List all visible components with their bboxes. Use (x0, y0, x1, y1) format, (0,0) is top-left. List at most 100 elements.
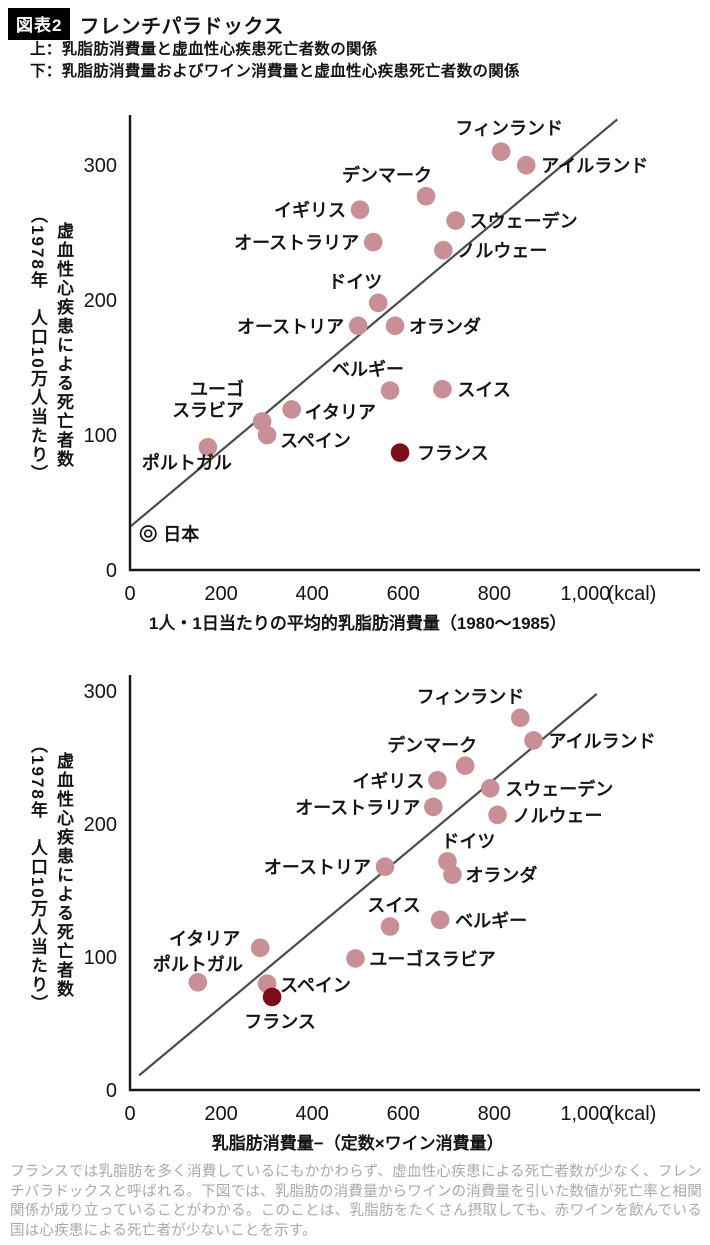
country-label: アイルランド (541, 156, 648, 176)
country-label: ポルトガル (142, 452, 232, 473)
country-label: ノルウェー (457, 241, 547, 261)
subtitle-bottom-chart: 下：乳脂肪消費量およびワイン消費量と虚血性心疾患死亡者数の関係 (30, 63, 520, 80)
data-point (491, 142, 511, 162)
y-axis-title-main: 虚血性心疾患による死亡者数 (54, 221, 73, 469)
country-label: ドイツ (328, 272, 382, 292)
figure-header: 図表2 フレンチパラドックス (8, 8, 284, 40)
data-point (380, 381, 400, 400)
data-point (250, 938, 270, 958)
y-tick-label: 300 (84, 155, 117, 177)
x-tick-label: 600 (387, 583, 420, 605)
country-label: イギリス (352, 771, 424, 791)
y-axis-title-bottom: 虚血性心疾患による死亡者数 （1978年 人口10万人当たり） (24, 705, 76, 1045)
country-label: スウェーデン (505, 778, 613, 799)
trend-line (129, 118, 619, 528)
y-axis-title-main: 虚血性心疾患による死亡者数 (54, 751, 73, 999)
data-point (262, 987, 282, 1007)
trend-line (138, 693, 598, 1077)
country-label: オーストラリア (295, 798, 420, 818)
x-axis-title: 1人・1日当たりの平均的乳脂肪消費量（1980〜1985） (149, 613, 567, 633)
data-point (430, 910, 450, 930)
data-point (282, 400, 301, 419)
y-tick-label: 0 (106, 560, 117, 582)
x-tick-label: 600 (387, 1103, 420, 1125)
country-label: スペイン (280, 431, 351, 451)
ring-marker-inner (143, 529, 153, 538)
y-axis-title-sub: （1978年 人口10万人当たり） (28, 206, 47, 484)
country-label: スペイン (280, 976, 351, 996)
scatter-chart-milkfat: 0 100 200 300 0 200 400 600 800 1,000(kcal) 1人・1日当… (84, 115, 700, 633)
country-label: ポルトガル (153, 953, 243, 974)
country-label: オランダ (409, 316, 481, 337)
country-label: イギリス (274, 201, 346, 221)
x-axis-title: 乳脂肪消費量−（定数×ワイン消費量） (212, 1133, 504, 1153)
country-label: フィンランド (417, 687, 525, 707)
country-label: イタリア (305, 402, 376, 422)
x-tick-label: 800 (478, 1103, 511, 1125)
country-label: オーストリア (237, 317, 344, 337)
data-point (346, 949, 365, 968)
data-point (433, 379, 452, 399)
data-point (443, 865, 462, 884)
country-label: アイルランド (549, 731, 656, 751)
x-tick-label: 0 (124, 1103, 135, 1125)
y-tick-label: 200 (84, 814, 117, 836)
figure-caption: フランスでは乳脂肪を多く消費しているにもかかわらず、虚血性心疾患による死亡者数が… (10, 1164, 702, 1239)
country-label: イタリア (169, 929, 240, 949)
x-tick-label: 0 (124, 583, 135, 605)
subtitle-top-chart: 上：乳脂肪消費量と虚血性心疾患死亡者数の関係 (30, 41, 378, 58)
data-point (488, 805, 507, 825)
data-point (416, 186, 436, 206)
country-label: ユーゴスラビア (369, 948, 495, 969)
x-unit-label: (kcal) (607, 583, 656, 605)
data-point (188, 973, 208, 992)
country-label: スイス (367, 896, 420, 916)
y-axis-title-top: 虚血性心疾患による死亡者数 （1978年 人口10万人当たり） (24, 175, 76, 515)
country-label: フランス (417, 444, 489, 464)
x-tick-label: 200 (204, 583, 237, 605)
country-label: ベルギー (332, 360, 404, 380)
country-label: ドイツ (441, 831, 495, 851)
figure-subtitles: 上：乳脂肪消費量と虚血性心疾患死亡者数の関係 下：乳脂肪消費量およびワイン消費量… (30, 39, 520, 83)
data-point (385, 316, 405, 336)
data-point (480, 778, 500, 798)
country-label: ベルギー (455, 911, 527, 931)
y-axis-title-sub: （1978年 人口10万人当たり） (28, 736, 47, 1014)
y-tick-label: 200 (84, 290, 117, 312)
x-tick-label: 1,000 (560, 1103, 610, 1125)
country-label: デンマーク (342, 164, 432, 185)
data-point (434, 240, 453, 260)
country-label: スラビア (172, 401, 244, 421)
data-point (363, 232, 383, 252)
scatter-chart-milkfat-minus-wine: 0 100 200 300 0 200 400 600 800 1,000(kcal) 乳脂肪消費量… (84, 675, 700, 1153)
x-tick-label: 1,000 (560, 583, 610, 605)
country-label: オランダ (465, 865, 537, 886)
country-label: スウェーデン (470, 211, 578, 232)
y-tick-label: 300 (84, 681, 117, 703)
data-point (375, 857, 395, 876)
data-point (524, 731, 543, 750)
data-point (198, 437, 218, 457)
data-point (510, 708, 530, 728)
y-tick-label: 100 (84, 947, 117, 969)
data-point (368, 293, 388, 313)
y-tick-label: 100 (84, 425, 117, 447)
data-point (257, 425, 277, 445)
figure-title: フレンチパラドックス (79, 15, 284, 38)
x-tick-label: 200 (204, 1103, 237, 1125)
x-tick-label: 400 (295, 1103, 328, 1125)
x-tick-label: 400 (295, 583, 328, 605)
country-label: ノルウェー (513, 806, 603, 826)
data-point (390, 443, 410, 462)
data-point (516, 155, 536, 175)
country-label: フランス (244, 1012, 316, 1032)
country-label: オーストリア (264, 858, 371, 878)
country-label: デンマーク (387, 735, 477, 756)
data-point (424, 797, 443, 817)
country-label: 日本 (163, 524, 199, 545)
country-label: オーストラリア (234, 233, 359, 253)
figure-number-badge: 図表2 (8, 8, 71, 40)
data-point (428, 770, 447, 790)
y-tick-label: 0 (106, 1080, 117, 1102)
